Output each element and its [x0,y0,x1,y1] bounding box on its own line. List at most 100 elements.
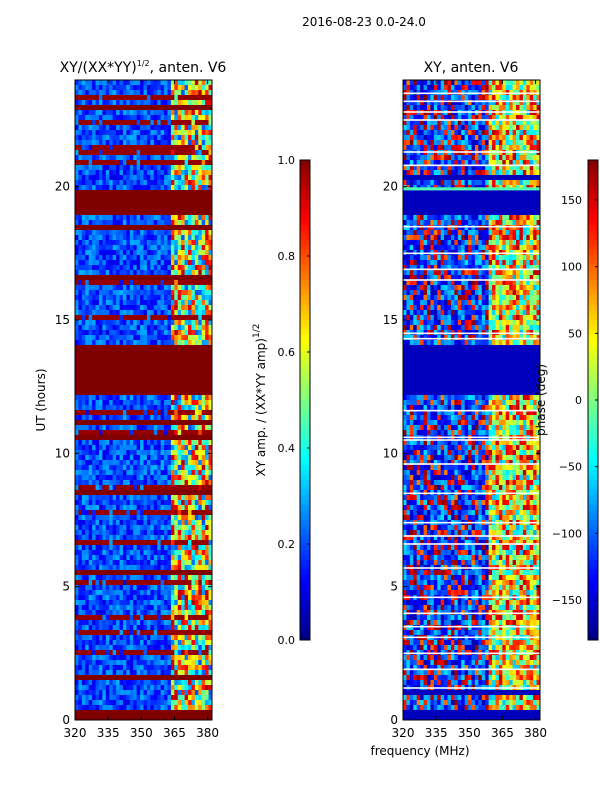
heatmap-cell [109,530,114,536]
heatmap-cell [167,150,172,156]
heatmap-cell [191,315,196,321]
heatmap-cell [146,135,151,141]
heatmap-cell [105,565,110,571]
heatmap-cell [119,410,124,416]
heatmap-cell [92,480,96,486]
heatmap-cell [191,430,196,436]
heatmap-cell [116,455,120,461]
heatmap-cell [136,335,141,341]
heatmap-cell [157,610,162,616]
colorbar-step [300,175,310,181]
heatmap-cell [133,215,138,221]
heatmap-cell [88,310,93,316]
heatmap-cell [136,85,141,91]
heatmap-cell [146,185,151,191]
heatmap-cell [167,530,172,536]
heatmap-cell [177,585,182,591]
heatmap-cell [85,685,90,691]
heatmap-cell [75,250,79,256]
heatmap-cell [181,485,185,491]
heatmap-cell [116,530,120,536]
y-tick-label: 20 [55,180,70,194]
heatmap-cell [146,150,151,156]
heatmap-cell [208,170,213,176]
heatmap-cell [468,160,472,166]
heatmap-cell [126,630,131,636]
heatmap-cell [198,285,203,291]
heatmap-cell [85,85,90,91]
heatmap-cell [481,80,486,86]
heatmap-cell [430,100,435,106]
heatmap-cell [444,80,448,86]
heatmap-cell [160,250,165,256]
heatmap-cell [136,95,141,101]
heatmap-cell [136,575,141,581]
heatmap-cell [126,240,131,246]
heatmap-cell [198,320,203,326]
heatmap-cell [81,250,86,256]
heatmap-cell [191,555,196,561]
heatmap-cell [198,535,203,541]
heatmap-cell [126,155,131,161]
heatmap-cell [191,640,196,646]
heatmap-cell [119,650,124,656]
colorbar-step [300,580,310,586]
heatmap-cell [153,655,158,661]
heatmap-cell [105,330,110,336]
heatmap-cell [109,395,114,401]
heatmap-cell [447,155,452,161]
heatmap-cell [205,320,209,326]
heatmap-cell [140,125,144,131]
heatmap-cell [170,265,175,271]
heatmap-cell [167,555,172,561]
heatmap-cell [208,270,213,276]
heatmap-cell [198,665,203,671]
heatmap-cell [157,535,162,541]
heatmap-cell [536,115,541,121]
heatmap-cell [85,250,90,256]
heatmap-cell [164,330,168,336]
heatmap-cell [143,475,148,481]
heatmap-cell [160,580,165,586]
heatmap-cell [413,145,418,151]
heatmap-cell [150,660,155,666]
heatmap-cell [88,600,93,606]
heatmap-cell [170,580,175,586]
heatmap-cell [426,95,431,101]
heatmap-cell [133,470,138,476]
heatmap-cell [98,120,103,126]
heatmap-cell [201,85,206,91]
heatmap-cell [98,405,103,411]
heatmap-cell [129,230,134,236]
heatmap-cell [184,450,189,456]
heatmap-cell [102,240,107,246]
heatmap-cell [85,100,90,106]
heatmap-cell [201,540,206,546]
heatmap-cell [208,525,213,531]
heatmap-cell [75,465,79,471]
heatmap-cell [122,705,127,711]
heatmap-cell [150,165,155,171]
heatmap-cell [102,530,107,536]
heatmap-cell [109,285,114,291]
heatmap-cell [170,125,175,131]
heatmap-cell [153,395,158,401]
heatmap-cell [102,245,107,251]
heatmap-cell [177,245,182,251]
heatmap-cell [174,175,179,181]
heatmap-cell [170,120,175,126]
heatmap-cell [160,335,165,341]
heatmap-cell [146,465,151,471]
heatmap-cell [133,100,138,106]
x-tick-label: 380 [196,726,219,740]
heatmap-cell [177,545,182,551]
heatmap-cell [140,415,144,421]
heatmap-cell [98,550,103,556]
heatmap-cell [119,685,124,691]
heatmap-cell [184,410,189,416]
heatmap-cell [201,635,206,641]
heatmap-cell [485,125,490,131]
heatmap-cell [126,660,131,666]
colorbar-step [300,370,310,376]
heatmap-cell [413,130,418,136]
